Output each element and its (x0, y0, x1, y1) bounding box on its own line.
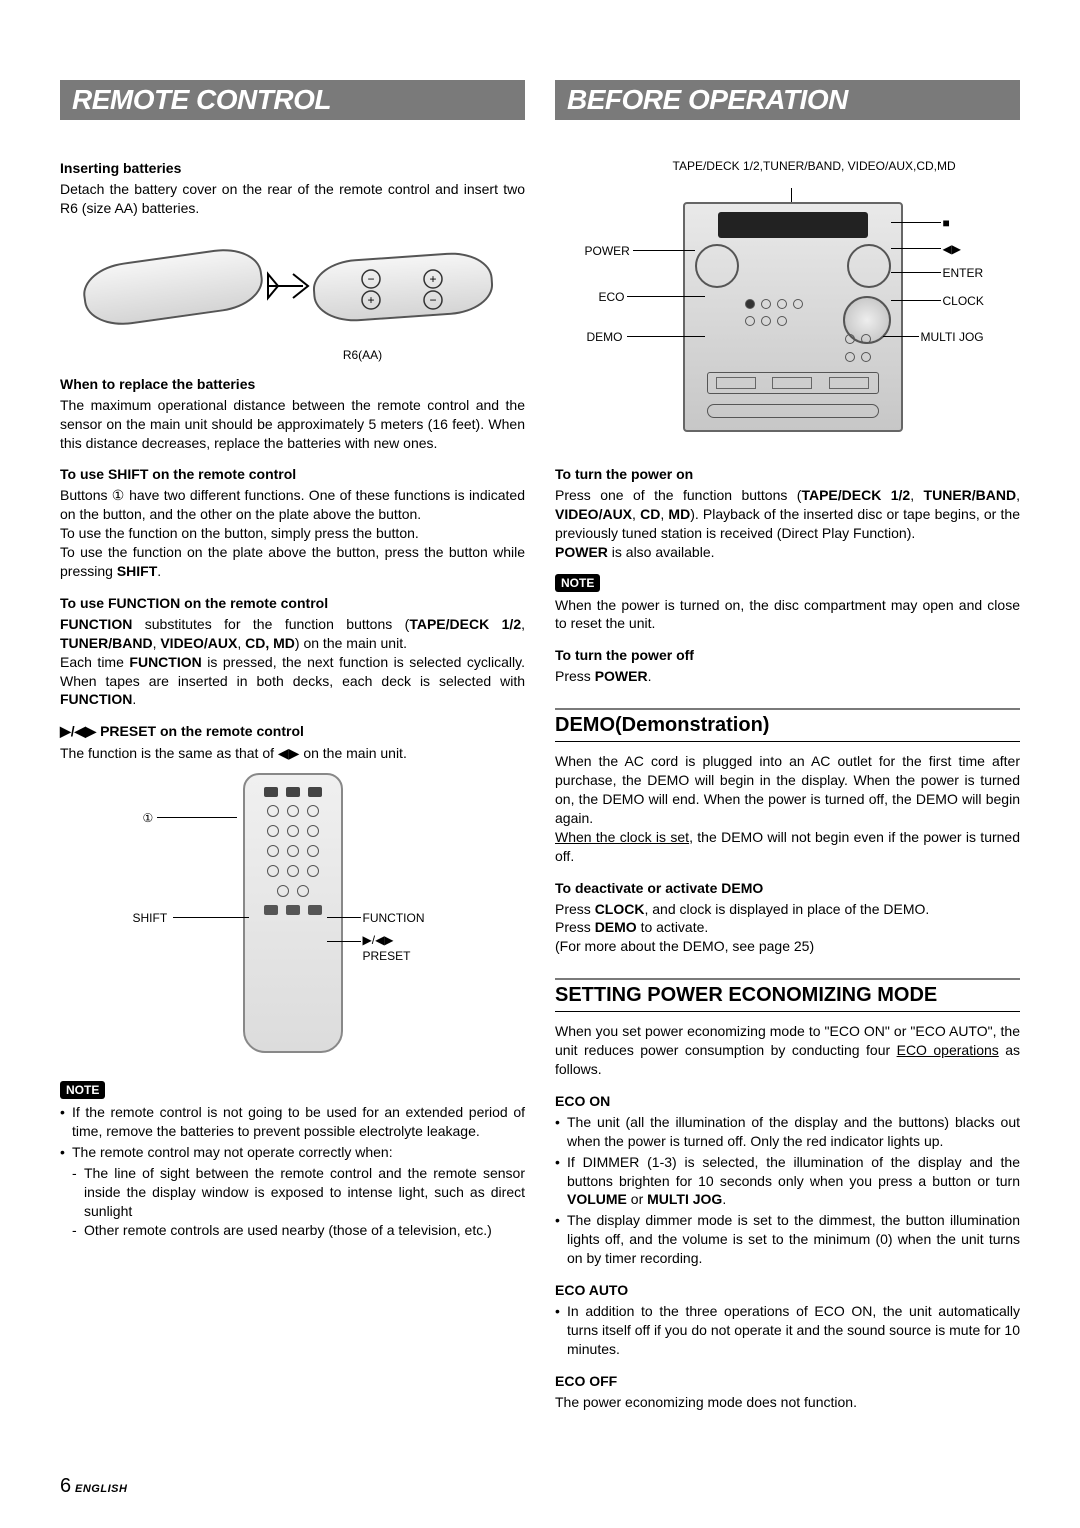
eco-on-head: ECO ON (555, 1093, 1020, 1109)
remote-diagram: ① SHIFT FUNCTION ▶/◀▶ PRESET (163, 773, 423, 1053)
two-column-layout: REMOTE CONTROL Inserting batteries Detac… (60, 80, 1020, 1412)
note-list-left: If the remote control is not going to be… (60, 1103, 525, 1162)
inserting-batteries-body: Detach the battery cover on the rear of … (60, 180, 525, 218)
right-title: BEFORE OPERATION (555, 80, 1020, 120)
sys-label-stop: ■ (943, 216, 950, 230)
right-column: BEFORE OPERATION TAPE/DECK 1/2,TUNER/BAN… (555, 80, 1020, 1412)
replace-batteries-head: When to replace the batteries (60, 376, 525, 392)
eco-off-head: ECO OFF (555, 1373, 1020, 1389)
demo-sub-p1: Press CLOCK, and clock is displayed in p… (555, 900, 1020, 919)
poweron-p1: Press one of the function buttons (TAPE/… (555, 486, 1020, 543)
remote-label-preset2: PRESET (363, 949, 411, 963)
demo-p2: When the clock is set, the DEMO will not… (555, 828, 1020, 866)
function-p2: Each time FUNCTION is pressed, the next … (60, 653, 525, 710)
eco-auto-list: In addition to the three operations of E… (555, 1302, 1020, 1359)
demo-sub-p2: Press DEMO to activate. (555, 918, 1020, 937)
svg-text:−: − (429, 293, 436, 307)
shift-head: To use SHIFT on the remote control (60, 466, 525, 482)
sys-label-enter: ENTER (943, 266, 984, 280)
demo-title: DEMO(Demonstration) (555, 708, 1020, 742)
sys-label-multijog: MULTI JOG (921, 330, 984, 344)
remote-label-1: ① (143, 811, 154, 825)
eco-on-li3: The display dimmer mode is set to the di… (555, 1211, 1020, 1268)
left-column: REMOTE CONTROL Inserting batteries Detac… (60, 80, 525, 1412)
shift-p3: To use the function on the plate above t… (60, 543, 525, 581)
demo-sub-p3: (For more about the DEMO, see page 25) (555, 937, 1020, 956)
poweron-p2: POWER is also available. (555, 543, 1020, 562)
poweroff-head: To turn the power off (555, 647, 1020, 663)
shift-p2: To use the function on the button, simpl… (60, 524, 525, 543)
note-li2: The remote control may not operate corre… (60, 1143, 525, 1162)
inserting-batteries-head: Inserting batteries (60, 160, 525, 176)
battery-caption: R6(AA) (200, 348, 525, 362)
preset-head: ▶/◀▶ PRESET on the remote control (60, 723, 525, 740)
replace-batteries-body: The maximum operational distance between… (60, 396, 525, 453)
sys-label-play: ◀▶ (943, 242, 961, 256)
battery-figure: − + + − (83, 226, 503, 346)
eco-on-li2: If DIMMER (1-3) is selected, the illumin… (555, 1153, 1020, 1210)
eco-auto-li1: In addition to the three operations of E… (555, 1302, 1020, 1359)
page-language: ENGLISH (75, 1483, 127, 1495)
eco-title: SETTING POWER ECONOMIZING MODE (555, 978, 1020, 1012)
sys-label-clock: CLOCK (943, 294, 984, 308)
sys-label-top: TAPE/DECK 1/2,TUNER/BAND, VIDEO/AUX,CD,M… (673, 160, 913, 173)
note-badge-left: NOTE (60, 1081, 105, 1099)
system-diagram: TAPE/DECK 1/2,TUNER/BAND, VIDEO/AUX,CD,M… (573, 160, 1003, 450)
svg-text:+: + (429, 272, 436, 286)
sys-label-power: POWER (585, 244, 630, 258)
function-head: To use FUNCTION on the remote control (60, 595, 525, 611)
eco-intro: When you set power economizing mode to "… (555, 1022, 1020, 1079)
system-unit (683, 202, 903, 432)
sys-label-eco: ECO (599, 290, 625, 304)
poweroff-body: Press POWER. (555, 667, 1020, 686)
page-number: 6 (60, 1475, 71, 1497)
svg-text:−: − (367, 272, 374, 286)
eco-on-li1: The unit (all the illumination of the di… (555, 1113, 1020, 1151)
eco-off-body: The power economizing mode does not func… (555, 1393, 1020, 1412)
svg-text:+: + (367, 293, 374, 307)
note-right-body: When the power is turned on, the disc co… (555, 596, 1020, 634)
remote-label-function: FUNCTION (363, 911, 425, 925)
sys-label-demo: DEMO (587, 330, 623, 344)
eco-on-list: The unit (all the illumination of the di… (555, 1113, 1020, 1268)
demo-p1: When the AC cord is plugged into an AC o… (555, 752, 1020, 828)
remote-label-shift: SHIFT (133, 911, 168, 925)
remote-label-preset1: ▶/◀▶ (363, 933, 394, 947)
shift-p1: Buttons ① have two different functions. … (60, 486, 525, 524)
poweron-head: To turn the power on (555, 466, 1020, 482)
preset-body: The function is the same as that of ◀▶ o… (60, 744, 525, 763)
remote-body (243, 773, 343, 1053)
demo-sub-head: To deactivate or activate DEMO (555, 880, 1020, 896)
note-li1: If the remote control is not going to be… (60, 1103, 525, 1141)
function-p1: FUNCTION substitutes for the function bu… (60, 615, 525, 653)
eco-auto-head: ECO AUTO (555, 1282, 1020, 1298)
note-badge-right: NOTE (555, 574, 600, 592)
left-title: REMOTE CONTROL (60, 80, 525, 120)
note-li2a: The line of sight between the remote con… (60, 1164, 525, 1221)
note-li2b: Other remote controls are used nearby (t… (60, 1221, 525, 1240)
page-footer: 6 ENGLISH (60, 1475, 127, 1498)
